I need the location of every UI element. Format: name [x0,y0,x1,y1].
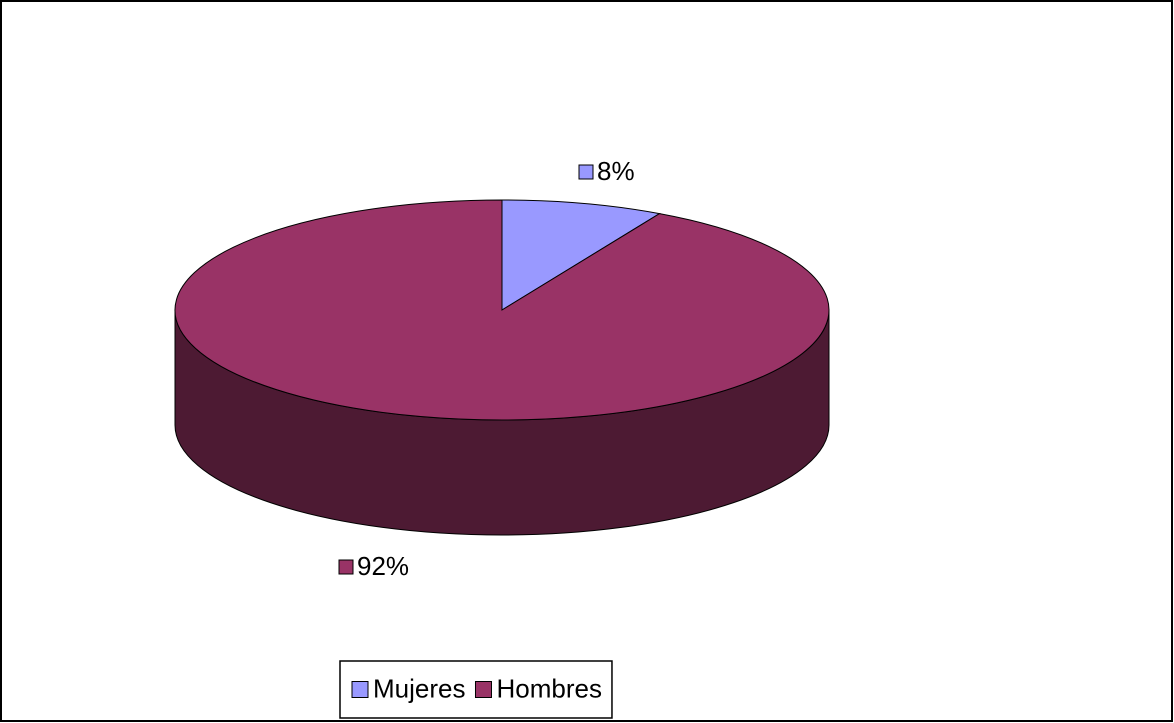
data-label-swatch [338,559,354,575]
data-label: 8% [597,156,635,186]
data-label: 92% [357,551,409,581]
data-label-swatch [578,164,594,180]
slice [501,199,661,311]
legend-label: Mujeres [373,673,465,703]
legend-swatch [474,681,492,698]
legend-swatch [351,681,369,698]
legend-label: Hombres [496,673,601,703]
slice [174,199,830,421]
